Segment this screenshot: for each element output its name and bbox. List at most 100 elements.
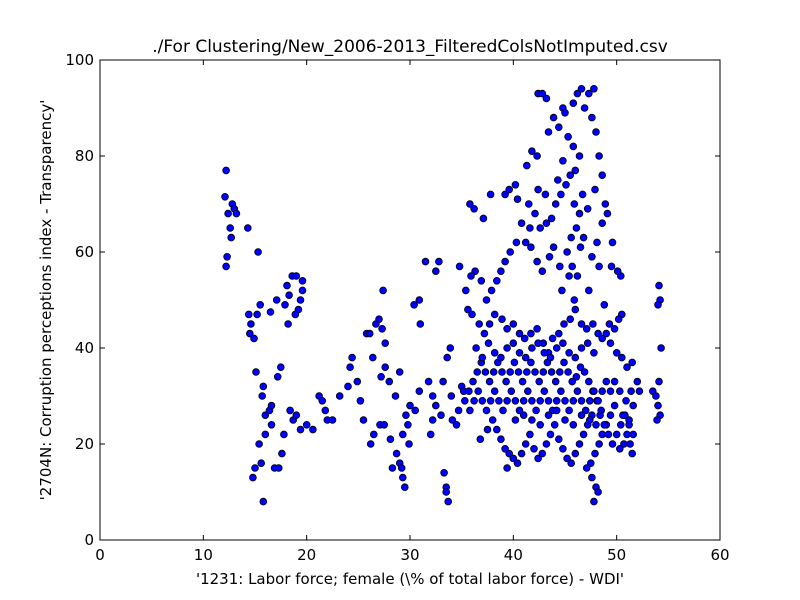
data-point: [474, 387, 483, 396]
data-point: [594, 488, 602, 496]
data-point: [511, 396, 520, 405]
data-point: [232, 209, 241, 218]
data-point: [610, 401, 619, 410]
data-point: [476, 435, 485, 444]
data-point: [544, 396, 553, 405]
data-point: [527, 243, 535, 252]
data-point: [503, 396, 511, 405]
data-point: [479, 214, 488, 223]
data-point: [622, 396, 630, 405]
data-point: [411, 406, 420, 415]
data-point: [577, 85, 586, 93]
data-point: [273, 372, 282, 381]
data-point: [579, 233, 588, 242]
y-tick-label: 100: [65, 51, 94, 69]
data-point: [598, 219, 606, 228]
data-point: [585, 416, 594, 424]
data-point: [527, 358, 535, 367]
data-point: [628, 358, 636, 367]
data-point: [296, 296, 305, 304]
data-point: [616, 272, 625, 280]
data-point: [478, 353, 487, 362]
data-point: [448, 416, 457, 424]
data-point: [492, 425, 501, 434]
data-point: [584, 377, 593, 386]
data-point: [538, 267, 547, 276]
data-point: [309, 425, 317, 434]
data-point: [598, 430, 606, 439]
data-point: [554, 123, 563, 131]
data-point: [602, 377, 611, 386]
data-point: [466, 406, 474, 415]
data-point: [497, 267, 505, 276]
data-point: [223, 252, 231, 261]
data-point: [623, 430, 631, 439]
data-point: [598, 171, 606, 180]
data-point: [470, 396, 478, 405]
data-point: [612, 430, 621, 439]
data-point: [573, 89, 582, 98]
data-point: [584, 89, 593, 98]
data-point: [469, 377, 477, 386]
data-point: [625, 420, 633, 429]
data-point: [635, 387, 644, 396]
data-point: [536, 224, 544, 232]
data-point: [365, 329, 374, 338]
data-point: [513, 195, 522, 204]
data-point: [503, 464, 511, 472]
data-point: [298, 276, 307, 285]
data-point: [428, 392, 437, 400]
data-point: [261, 411, 270, 420]
data-point: [460, 396, 469, 405]
data-point: [503, 344, 511, 352]
data-point: [615, 387, 624, 396]
data-point: [557, 387, 565, 396]
data-point: [654, 401, 662, 410]
data-point: [606, 387, 615, 396]
data-point: [501, 257, 509, 266]
data-point: [565, 406, 573, 415]
data-point: [375, 315, 383, 324]
data-point: [590, 85, 598, 93]
data-point: [344, 382, 352, 391]
data-point: [514, 368, 523, 376]
data-point: [580, 104, 589, 112]
data-point: [485, 377, 494, 386]
data-point: [415, 387, 424, 396]
data-point: [405, 440, 413, 448]
data-point: [478, 396, 487, 405]
data-point: [559, 339, 567, 348]
data-point: [600, 420, 609, 429]
data-point: [540, 387, 549, 396]
data-point: [603, 209, 612, 218]
data-point: [497, 435, 505, 444]
data-point: [415, 296, 424, 304]
data-point: [571, 353, 580, 362]
data-point: [511, 181, 520, 189]
data-point: [581, 406, 590, 415]
x-tick-label: 50: [607, 546, 626, 564]
data-point: [608, 238, 617, 247]
data-point: [533, 152, 541, 160]
y-tick-label: 0: [84, 531, 94, 549]
data-point: [552, 396, 561, 405]
data-point: [655, 281, 663, 290]
data-point: [464, 305, 472, 314]
data-point: [346, 363, 354, 372]
data-point: [517, 219, 526, 228]
data-point: [544, 411, 553, 420]
data-point: [566, 171, 574, 180]
data-point: [588, 113, 596, 122]
data-point: [532, 406, 540, 415]
data-point: [616, 420, 625, 429]
data-point: [560, 320, 568, 328]
data-point: [629, 430, 637, 439]
data-point: [521, 238, 530, 247]
data-point: [590, 387, 598, 396]
data-point: [437, 411, 445, 420]
data-point: [539, 368, 548, 376]
data-point: [257, 459, 266, 468]
data-point: [442, 488, 451, 496]
data-point: [552, 344, 561, 352]
data-point: [528, 147, 536, 156]
